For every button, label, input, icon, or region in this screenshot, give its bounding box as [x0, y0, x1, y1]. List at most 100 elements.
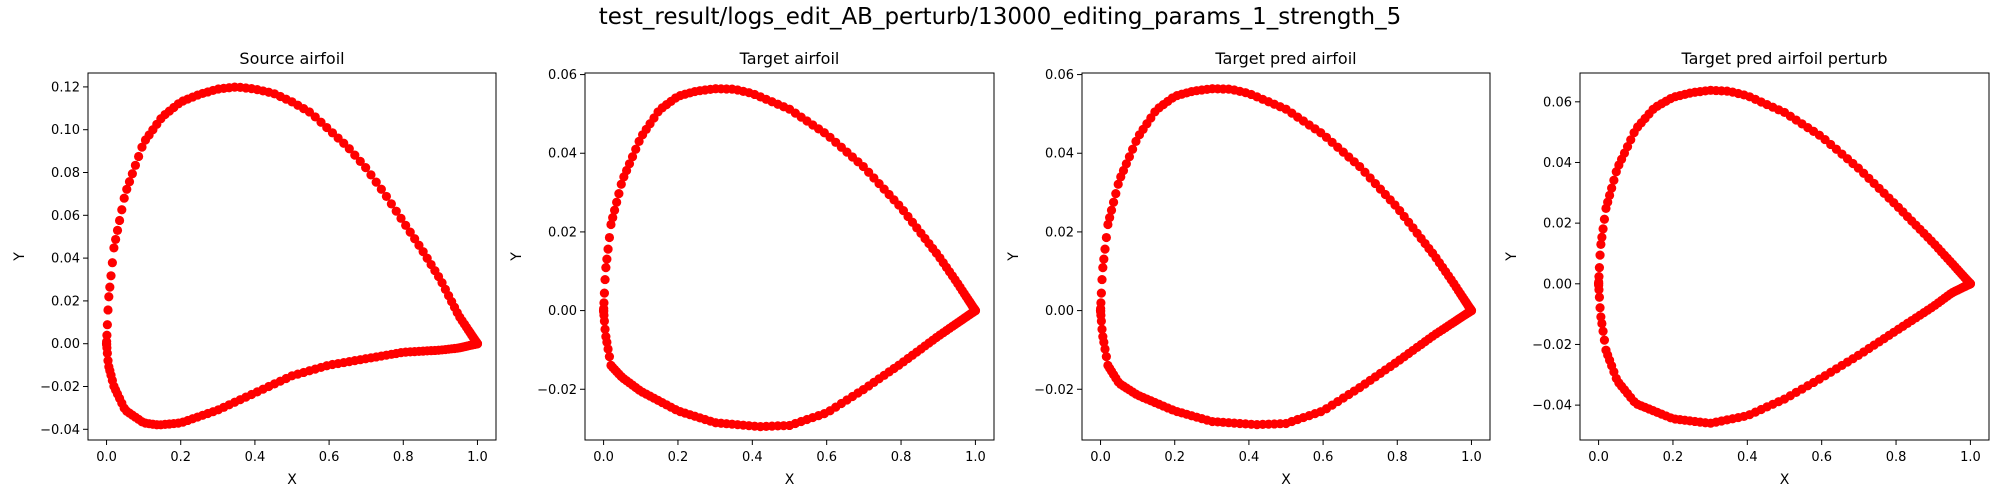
upper-surface-point	[361, 163, 371, 173]
upper-surface-point	[405, 227, 415, 237]
x-tick-label: 0.6	[319, 450, 340, 465]
upper-surface-point	[1097, 274, 1107, 285]
y-axis-label: Y	[1504, 252, 1520, 262]
upper-surface-point	[631, 144, 641, 154]
upper-surface-point	[1128, 144, 1138, 154]
data-points	[598, 84, 981, 432]
upper-surface-point	[1604, 190, 1615, 201]
upper-surface-point	[1607, 183, 1617, 193]
upper-surface-point	[1609, 175, 1619, 185]
lower-surface-point	[603, 344, 613, 354]
y-tick-label: 0.12	[51, 80, 80, 95]
lower-surface-point	[1466, 305, 1477, 316]
upper-surface-point	[371, 177, 381, 187]
y-axis-label: Y	[1006, 252, 1022, 262]
y-tick-label: 0.02	[1045, 225, 1074, 240]
axes-frame	[87, 72, 497, 441]
upper-surface-point	[608, 212, 618, 223]
upper-surface-point	[106, 271, 116, 281]
x-tick-label: 1.0	[965, 450, 986, 465]
upper-surface-point	[111, 234, 121, 245]
lower-surface-point	[102, 348, 112, 358]
x-tick-label: 0.6	[816, 450, 837, 465]
y-tick-label: −0.04	[40, 423, 80, 438]
axes-frame	[1579, 72, 1990, 441]
y-tick-label: 0.00	[548, 304, 577, 319]
upper-surface-point	[1124, 152, 1135, 162]
upper-surface-point	[1111, 188, 1121, 199]
upper-surface-point	[1103, 219, 1113, 230]
y-tick-label: 0.02	[548, 225, 577, 240]
lower-surface-point	[970, 305, 981, 316]
upper-surface-point	[124, 177, 135, 187]
lower-surface-point	[604, 352, 615, 362]
subplot-source-airfoil: Source airfoil 0.0 0.2 0.4 0.6 0.8 1.0 −0.04 −0.…	[12, 49, 497, 488]
subplot-title: Target airfoil	[739, 49, 840, 68]
x-tick-label: 0.8	[891, 450, 912, 465]
data-points	[101, 82, 483, 430]
y-tick-label: 0.10	[51, 123, 80, 138]
upper-surface-point	[344, 144, 354, 154]
upper-surface-point	[109, 243, 119, 253]
upper-surface-point	[1099, 254, 1109, 264]
upper-surface-point	[381, 191, 392, 202]
upper-surface-point	[1599, 214, 1610, 224]
y-axis-label: Y	[12, 252, 28, 262]
upper-surface-point	[601, 263, 611, 273]
x-tick-label: 0.2	[1164, 450, 1185, 465]
lower-surface-point	[1594, 292, 1605, 302]
upper-surface-point	[355, 156, 365, 167]
upper-surface-point	[602, 254, 612, 264]
upper-surface-point	[1596, 239, 1606, 249]
subplot-target-pred-airfoil: Target pred airfoil 0.0 0.2 0.4 0.6 0.8 1.0 −0.…	[1006, 49, 1491, 488]
upper-surface-point	[119, 193, 129, 203]
subplot-target-pred-airfoil-perturb: Target pred airfoil perturb 0.0 0.2 0.4 0.6 0…	[1504, 49, 1990, 488]
y-tick-label: −0.02	[1532, 338, 1572, 353]
y-tick-label: 0.00	[1045, 304, 1074, 319]
x-tick-label: 0.0	[593, 450, 614, 465]
subplot-target-airfoil: Target airfoil 0.0 0.2 0.4 0.6 0.8 1.0 −0.02 0.0…	[509, 49, 995, 488]
x-tick-label: 0.8	[1886, 450, 1907, 465]
upper-surface-point	[1626, 135, 1636, 145]
lower-surface-point	[472, 339, 483, 349]
lower-surface-point	[1101, 352, 1111, 362]
upper-surface-point	[401, 220, 411, 230]
upper-surface-point	[104, 292, 114, 302]
y-tick-label: −0.02	[40, 380, 80, 395]
upper-surface-point	[366, 170, 376, 180]
y-tick-label: 0.06	[1543, 95, 1572, 110]
x-tick-label: 0.4	[1239, 450, 1260, 465]
upper-surface-point	[107, 258, 117, 268]
upper-surface-point	[1594, 263, 1605, 273]
lower-surface-point	[599, 316, 610, 326]
lower-surface-point	[600, 324, 610, 334]
lower-surface-point	[1965, 279, 1976, 289]
upper-surface-point	[1100, 244, 1110, 254]
lower-surface-point	[1598, 326, 1608, 336]
upper-surface-point	[609, 205, 620, 215]
upper-surface-point	[1595, 250, 1605, 260]
upper-surface-point	[117, 205, 127, 215]
axes-frame	[1081, 72, 1491, 441]
upper-surface-point	[604, 232, 615, 243]
subplot-title: Target pred airfoil perturb	[1680, 49, 1887, 68]
axes-frame	[584, 72, 995, 441]
upper-surface-point	[1597, 232, 1607, 242]
y-tick-label: 0.06	[1045, 68, 1074, 83]
upper-surface-point	[1598, 224, 1608, 234]
upper-surface-point	[134, 151, 144, 162]
upper-surface-point	[391, 206, 401, 216]
y-axis-label: Y	[509, 252, 525, 262]
data-points	[1095, 84, 1477, 430]
upper-surface-point	[122, 184, 132, 194]
x-tick-label: 0.8	[1387, 450, 1408, 465]
y-tick-label: 0.08	[51, 166, 80, 181]
lower-surface-point	[1594, 285, 1604, 295]
subplot-title: Target pred airfoil	[1214, 49, 1356, 68]
upper-surface-point	[103, 305, 113, 315]
upper-surface-point	[606, 219, 616, 230]
x-tick-label: 1.0	[1461, 450, 1482, 465]
upper-surface-point	[1594, 272, 1604, 282]
x-axis-label: X	[1281, 472, 1291, 488]
x-tick-label: 0.4	[1737, 450, 1758, 465]
